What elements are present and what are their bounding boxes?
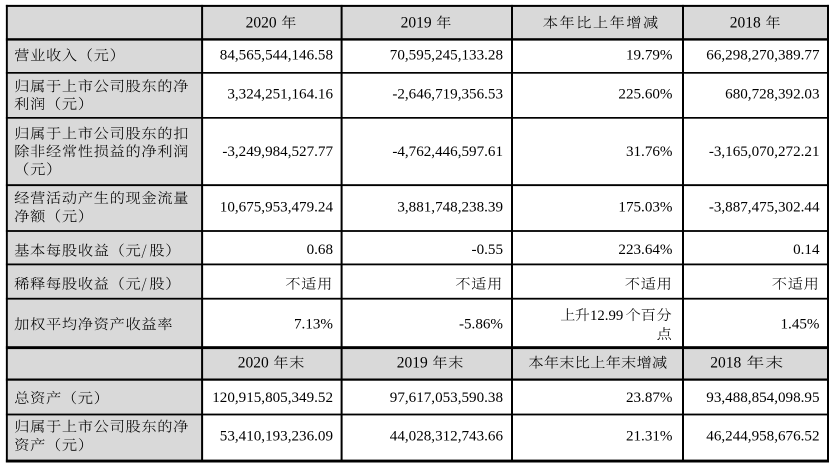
svg-text:53,410,193,236.09: 53,410,193,236.09 [220,428,333,444]
svg-text:175.03%: 175.03% [618,200,673,216]
svg-text:2018: 2018 [710,355,741,372]
svg-text:680,728,392.03: 680,728,392.03 [725,86,819,102]
svg-text:-4,762,446,597.61: -4,762,446,597.61 [392,144,503,160]
svg-text:10,675,953,479.24: 10,675,953,479.24 [220,200,334,216]
svg-text:-3,165,070,272.21: -3,165,070,272.21 [709,144,820,160]
svg-text:1.45%: 1.45% [781,317,820,333]
svg-text:2019: 2019 [397,355,428,372]
svg-text:0.14: 0.14 [793,242,820,258]
svg-text:-0.55: -0.55 [472,242,503,258]
svg-text:0.68: 0.68 [307,242,333,258]
svg-text:21.31%: 21.31% [626,428,673,444]
svg-text:2019: 2019 [401,15,432,32]
svg-text:3,324,251,164.16: 3,324,251,164.16 [227,86,333,102]
svg-text:31.76%: 31.76% [626,144,673,160]
svg-text:46,244,958,676.52: 46,244,958,676.52 [706,428,819,444]
svg-text:70,595,245,133.28: 70,595,245,133.28 [390,48,503,64]
svg-text:-2,646,719,356.53: -2,646,719,356.53 [392,86,503,102]
svg-text:3,881,748,238.39: 3,881,748,238.39 [397,200,503,216]
svg-text:84,565,544,146.58: 84,565,544,146.58 [220,48,333,64]
svg-text:66,298,270,389.77: 66,298,270,389.77 [706,48,820,64]
svg-text:93,488,854,098.95: 93,488,854,098.95 [706,390,819,406]
svg-text:19.79%: 19.79% [626,48,673,64]
svg-text:-5.86%: -5.86% [459,317,503,333]
svg-text:44,028,312,743.66: 44,028,312,743.66 [390,428,504,444]
svg-text:-3,887,475,302.44: -3,887,475,302.44 [709,200,820,216]
svg-text:2020: 2020 [238,355,269,372]
svg-text:7.13%: 7.13% [294,317,333,333]
svg-text:-3,249,984,527.77: -3,249,984,527.77 [222,144,333,160]
svg-text:120,915,805,349.52: 120,915,805,349.52 [212,390,333,406]
svg-text:2020: 2020 [246,15,277,32]
svg-text:12.99: 12.99 [590,308,623,324]
svg-text:223.64%: 223.64% [618,242,673,258]
svg-text:97,617,053,590.38: 97,617,053,590.38 [390,390,503,406]
svg-text:2018: 2018 [730,15,761,32]
svg-text:23.87%: 23.87% [626,390,673,406]
svg-text:225.60%: 225.60% [618,86,673,102]
